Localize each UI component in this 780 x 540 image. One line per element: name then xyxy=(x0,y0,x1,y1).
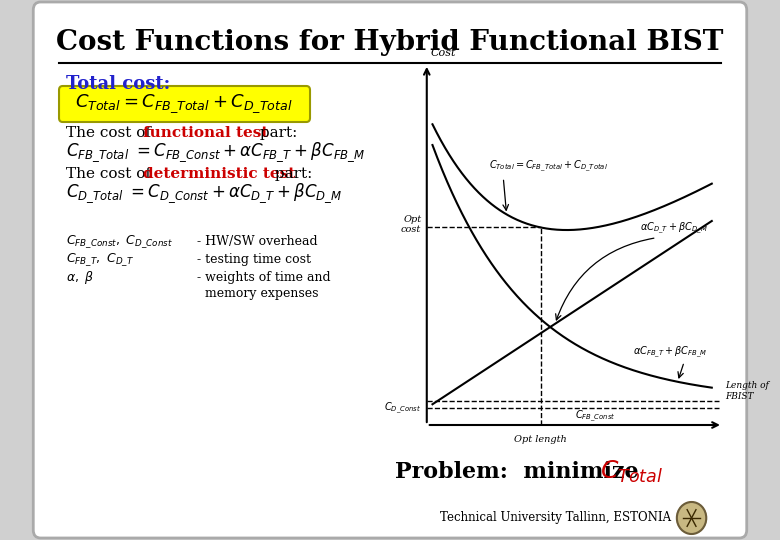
FancyBboxPatch shape xyxy=(59,86,310,122)
Text: part:: part: xyxy=(271,167,313,181)
Text: Opt
cost: Opt cost xyxy=(401,215,421,234)
Circle shape xyxy=(677,502,706,534)
Text: part:: part: xyxy=(255,126,297,140)
Text: $C_{FB\_T},\ C_{D\_T}$: $C_{FB\_T},\ C_{D\_T}$ xyxy=(66,252,134,268)
Text: $\alpha C_{FB\_T} + \beta C_{FB\_M}$: $\alpha C_{FB\_T} + \beta C_{FB\_M}$ xyxy=(633,345,707,360)
Text: - HW/SW overhead: - HW/SW overhead xyxy=(197,235,317,248)
Text: Length of
FBIST: Length of FBIST xyxy=(725,381,768,401)
Text: $\mathit{C_{FB\_Total}}$ $\mathit{= C_{FB\_Const} + \alpha C_{FB\_T} + \beta C_{: $\mathit{C_{FB\_Total}}$ $\mathit{= C_{F… xyxy=(66,140,366,164)
Text: Cost Functions for Hybrid Functional BIST: Cost Functions for Hybrid Functional BIS… xyxy=(56,29,724,56)
Text: - weights of time and: - weights of time and xyxy=(197,272,331,285)
Text: The cost of: The cost of xyxy=(66,126,156,140)
Text: - testing time cost: - testing time cost xyxy=(197,253,311,267)
Text: memory expenses: memory expenses xyxy=(197,287,318,300)
Text: deterministic test: deterministic test xyxy=(143,167,295,181)
Text: $\mathit{C_{D\_Const}}$: $\mathit{C_{D\_Const}}$ xyxy=(384,400,421,416)
Text: $\alpha C_{D\_T} + \beta C_{D\_M}$: $\alpha C_{D\_T} + \beta C_{D\_M}$ xyxy=(640,220,707,235)
Text: $\alpha,\ \beta$: $\alpha,\ \beta$ xyxy=(66,269,94,287)
FancyBboxPatch shape xyxy=(34,2,746,538)
Text: Cost: Cost xyxy=(431,48,456,58)
Text: $\mathit{C_{FB\_Const}}$: $\mathit{C_{FB\_Const}}$ xyxy=(575,409,615,424)
Text: Total cost:: Total cost: xyxy=(66,75,171,93)
Text: Problem:  minimize: Problem: minimize xyxy=(395,461,646,483)
Text: $\mathit{C_{Total} = C_{FB\_Total}  +C_{D\_Total}}$: $\mathit{C_{Total} = C_{FB\_Total} +C_{D… xyxy=(75,93,293,115)
Text: functional test: functional test xyxy=(143,126,268,140)
Text: $C_{FB\_Const},\ C_{D\_Const}$: $C_{FB\_Const},\ C_{D\_Const}$ xyxy=(66,234,173,251)
Text: Technical University Tallinn, ESTONIA: Technical University Tallinn, ESTONIA xyxy=(440,511,671,524)
Text: $\mathit{C_{Total} = C_{FB\_Total}+C_{D\_Total}}$: $\mathit{C_{Total} = C_{FB\_Total}+C_{D\… xyxy=(490,159,608,174)
Text: $\mathit{C_{Total}}$: $\mathit{C_{Total}}$ xyxy=(600,459,663,485)
Text: Opt length: Opt length xyxy=(514,435,567,444)
Text: $\mathit{C_{D\_Total}}$ $\mathit{= C_{D\_Const} + \alpha C_{D\_T} + \beta C_{D\_: $\mathit{C_{D\_Total}}$ $\mathit{= C_{D\… xyxy=(66,181,342,205)
Text: The cost of: The cost of xyxy=(66,167,156,181)
